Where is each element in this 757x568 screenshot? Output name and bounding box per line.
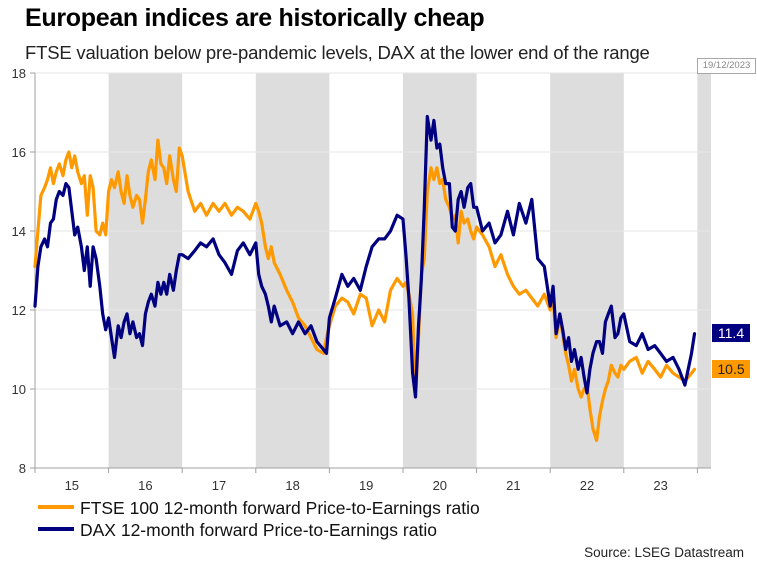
y-tick-labels: 8 10 12 14 16 18 — [12, 66, 26, 476]
x-tick-label: 16 — [138, 478, 152, 493]
axes — [30, 72, 711, 473]
shaded-band-2022 — [550, 73, 624, 468]
y-tick-label: 16 — [12, 145, 26, 160]
x-tick-label: 21 — [506, 478, 520, 493]
legend-label-dax: DAX 12-month forward Price-to-Earnings r… — [80, 520, 437, 540]
legend-label-ftse: FTSE 100 12-month forward Price-to-Earni… — [80, 498, 480, 518]
x-tick-label: 17 — [212, 478, 226, 493]
shaded-band-2024 — [697, 73, 711, 468]
y-tick-label: 14 — [12, 224, 26, 239]
legend-item-ftse: FTSE 100 12-month forward Price-to-Earni… — [38, 498, 480, 519]
shaded-band-2020 — [403, 73, 477, 468]
y-tick-label: 10 — [12, 382, 26, 397]
y-tick-label: 18 — [12, 66, 26, 81]
y-tick-label: 8 — [19, 461, 26, 476]
series-line-ftse — [33, 138, 697, 442]
x-tick-labels: 15 16 17 18 19 20 21 22 23 — [65, 478, 668, 493]
y-tick-label: 12 — [12, 303, 26, 318]
series-line-dax — [33, 114, 697, 399]
chart-subtitle: FTSE valuation below pre-pandemic levels… — [25, 42, 650, 63]
source-note: Source: LSEG Datastream — [584, 545, 744, 560]
series-lines — [33, 114, 697, 442]
shaded-band-2018 — [255, 73, 330, 468]
legend-item-dax: DAX 12-month forward Price-to-Earnings r… — [38, 520, 437, 541]
dax-end-value-label: 11.4 — [712, 323, 750, 342]
x-tick-label: 19 — [359, 478, 373, 493]
legend-swatch-ftse — [38, 505, 74, 510]
x-tick-label: 23 — [653, 478, 667, 493]
chart-title: European indices are historically cheap — [25, 4, 485, 32]
x-tick-label: 22 — [580, 478, 594, 493]
ftse-end-value-label: 10.5 — [712, 360, 750, 379]
x-tick-label: 15 — [65, 478, 79, 493]
x-tick-label: 20 — [433, 478, 447, 493]
shaded-year-bands — [108, 73, 711, 468]
x-tick-label: 18 — [285, 478, 299, 493]
shaded-band-2016 — [108, 73, 183, 468]
legend-swatch-dax — [38, 527, 74, 532]
date-stamp: 19/12/2023 — [697, 58, 756, 74]
